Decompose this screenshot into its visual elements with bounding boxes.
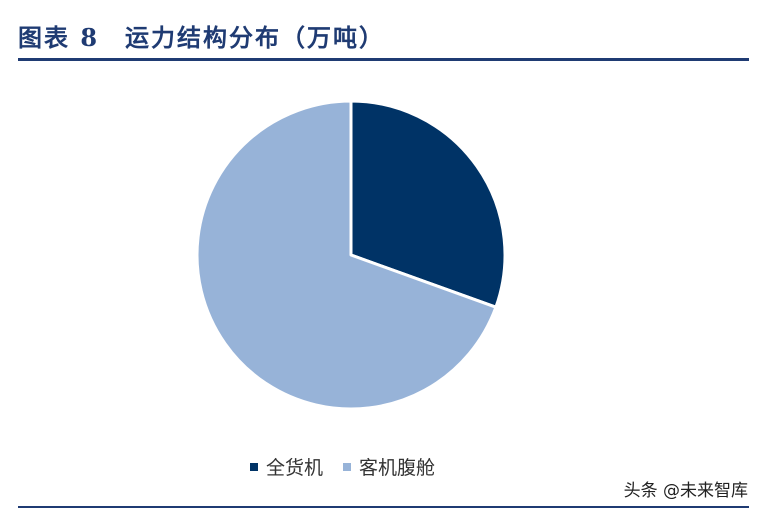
legend-swatch-freighter	[250, 462, 258, 471]
legend-label-freighter: 全货机	[266, 457, 324, 479]
legend-item-belly-cargo: 客机腹舱	[343, 453, 435, 480]
pie-slice-0	[349, 99, 507, 309]
legend-swatch-belly-cargo	[343, 462, 352, 471]
legend-item-freighter: 全货机	[250, 453, 323, 480]
legend: 全货机 客机腹舱	[250, 453, 455, 480]
pie-slice-1	[195, 99, 498, 411]
legend-label-belly-cargo: 客机腹舱	[359, 457, 436, 479]
watermark: 头条 @未来智库	[623, 481, 748, 501]
chart-title: 图表 8 运力结构分布（万吨）	[18, 23, 386, 52]
title-divider	[18, 58, 749, 61]
bottom-divider	[18, 506, 749, 508]
